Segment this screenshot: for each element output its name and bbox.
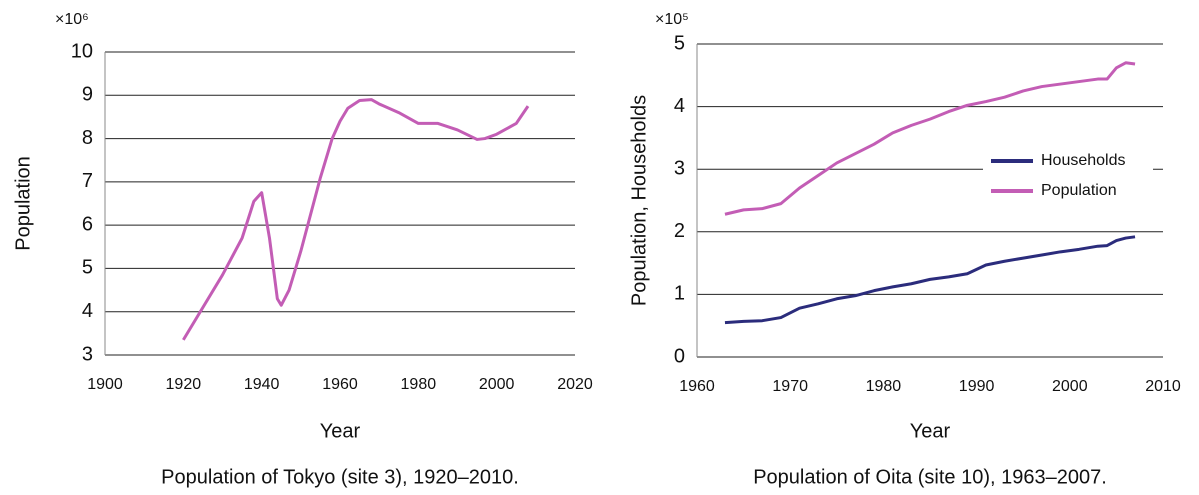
x-tick-label: 1960 — [679, 378, 715, 395]
caption: Population of Oita (site 10), 1963–2007. — [753, 466, 1107, 488]
y-tick-label: 2 — [674, 220, 685, 242]
x-axis-title: Year — [910, 420, 951, 442]
y-tick-label: 4 — [82, 300, 93, 322]
x-tick-label: 2020 — [557, 376, 593, 393]
legend-label: Population — [1041, 182, 1117, 199]
y-tick-label: 8 — [82, 127, 93, 149]
series-line — [182, 98, 530, 341]
y-tick-label: 0 — [674, 345, 685, 367]
y-tick-label: 6 — [82, 213, 93, 235]
x-tick-label: 1980 — [401, 376, 437, 393]
series-line — [724, 235, 1136, 325]
y-multiplier: ×10⁶ — [55, 11, 89, 28]
x-tick-label: 1940 — [244, 376, 280, 393]
x-tick-label: 2010 — [1145, 378, 1181, 395]
x-tick-label: 2000 — [1052, 378, 1088, 395]
y-tick-label: 1 — [674, 283, 685, 305]
x-tick-label: 1980 — [866, 378, 902, 395]
x-tick-label: 2000 — [479, 376, 515, 393]
x-tick-label: 1900 — [87, 376, 123, 393]
y-tick-label: 4 — [674, 95, 685, 117]
y-axis-title: Population — [12, 156, 34, 251]
y-tick-label: 10 — [71, 40, 93, 62]
x-tick-label: 1990 — [959, 378, 995, 395]
x-axis-title: Year — [320, 420, 361, 442]
x-tick-label: 1970 — [772, 378, 808, 395]
y-axis-title: Population, Households — [628, 95, 650, 306]
x-tick-label: 1960 — [322, 376, 358, 393]
y-tick-label: 5 — [674, 32, 685, 54]
y-tick-label: 3 — [82, 343, 93, 365]
y-tick-label: 7 — [82, 170, 93, 192]
series-line — [724, 61, 1136, 216]
caption: Population of Tokyo (site 3), 1920–2010. — [161, 466, 519, 488]
y-tick-label: 3 — [674, 157, 685, 179]
y-tick-label: 9 — [82, 84, 93, 106]
legend-box — [983, 145, 1153, 207]
y-tick-label: 5 — [82, 257, 93, 279]
legend-label: Households — [1041, 152, 1126, 169]
x-tick-label: 1920 — [166, 376, 202, 393]
y-multiplier: ×10⁵ — [655, 11, 689, 28]
